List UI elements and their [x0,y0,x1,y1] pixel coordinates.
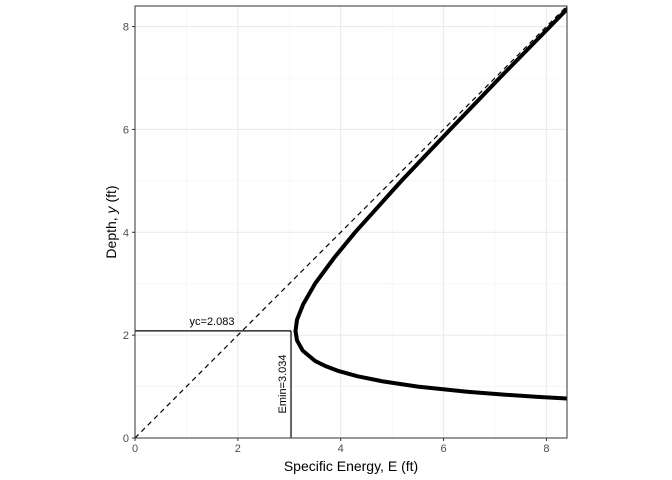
yc-label: yc=2.083 [190,316,235,328]
y-tick-label: 0 [123,433,129,445]
y-tick-label: 6 [123,124,129,136]
y-axis-label-part: Depth, [103,213,119,258]
emin-label: Emin=3.034 [277,354,289,413]
x-tick-label: 4 [338,443,344,455]
plot-panel-border [134,5,568,439]
x-tick-label: 0 [132,443,138,455]
y-tick-label: 4 [123,227,129,239]
x-tick-label: 6 [441,443,447,455]
axis-ticks: 0 2 4 6 8 0 2 4 6 8 [123,22,550,455]
y-tick-label: 2 [123,330,129,342]
alternate-depth-line [135,6,567,438]
x-axis-label: Specific Energy, E (ft) [284,458,418,474]
y-axis-label-unit: (ft) [103,185,119,206]
y-axis-label: Depth, y (ft) [103,185,119,258]
specific-energy-curve [293,6,567,401]
x-tick-label: 2 [235,443,241,455]
x-tick-label: 8 [543,443,549,455]
y-axis-label-variable: y [103,205,119,214]
plot-marks [135,6,567,438]
y-tick-label: 8 [123,22,129,34]
